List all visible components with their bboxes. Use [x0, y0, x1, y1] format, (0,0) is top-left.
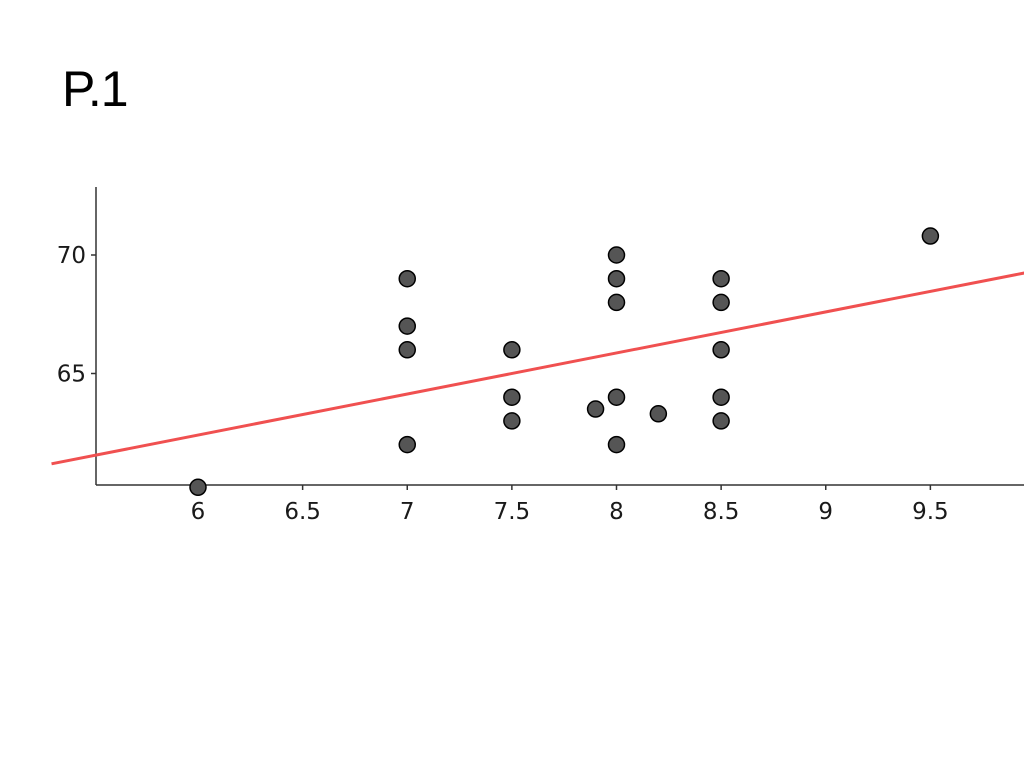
- data-point: [503, 341, 521, 359]
- data-point: [503, 412, 521, 430]
- trend-line: [51, 271, 1024, 466]
- data-point: [649, 405, 668, 423]
- data-point: [607, 435, 626, 454]
- trend-line-layer: [51, 271, 1024, 466]
- data-point: [607, 388, 626, 406]
- x-tick-label: 9: [818, 499, 833, 525]
- data-point: [503, 388, 521, 406]
- data-point: [398, 435, 416, 454]
- data-point: [398, 341, 416, 359]
- data-point: [398, 317, 416, 335]
- x-tick-label: 7: [400, 499, 415, 525]
- data-point: [189, 478, 207, 497]
- data-point: [712, 412, 730, 430]
- data-point: [607, 246, 626, 264]
- data-points: [189, 227, 940, 497]
- x-tick-label: 6.5: [284, 499, 321, 525]
- x-tick-label: 7.5: [494, 499, 531, 525]
- data-point: [607, 293, 626, 312]
- data-point: [712, 293, 730, 312]
- data-point: [712, 341, 730, 359]
- data-point: [712, 388, 730, 406]
- x-tick-label: 9.5: [912, 499, 949, 525]
- data-point: [586, 400, 605, 418]
- data-point: [921, 227, 940, 245]
- x-tick-label: 8: [609, 499, 624, 525]
- slide-title: P.1: [62, 61, 129, 117]
- x-tick-label: 8.5: [703, 499, 740, 525]
- data-point: [712, 269, 730, 288]
- x-tick-label: 6: [191, 499, 206, 525]
- y-tick-label: 70: [57, 243, 86, 269]
- axes: [91, 187, 1024, 490]
- data-point: [607, 269, 626, 288]
- tick-labels: 65 70 6 6.5 7 7.5 8 8.5 9 9.5: [57, 243, 949, 525]
- data-point: [398, 269, 416, 288]
- y-tick-label: 65: [57, 362, 86, 388]
